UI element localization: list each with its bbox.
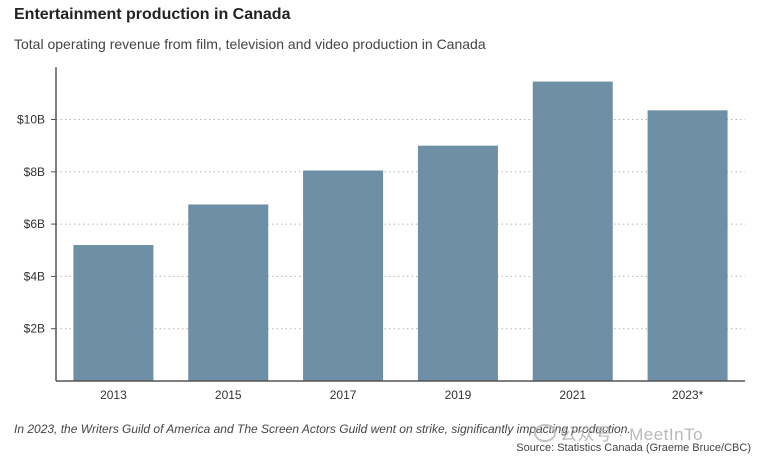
y-tick-label: $2B [24,322,45,336]
x-tick-label: 2015 [215,388,242,402]
bar-chart: $2B $4B $6B $8B $10B 2013 2015 2017 2019 2021 2023… [17,67,745,402]
x-tick-label: 2021 [559,388,586,402]
y-tick-label: $10B [17,113,45,127]
bar-2019 [417,145,498,381]
bar-2023* [647,110,728,381]
watermark-text: 公众号 · MeetInTo [560,425,704,444]
watermark: 公众号 · MeetInTo [534,420,703,445]
x-tick-label: 2019 [445,388,472,402]
chart-subtitle: Total operating revenue from film, telev… [14,36,486,52]
x-tick-label: 2013 [100,388,127,402]
y-tick-label: $8B [24,165,45,179]
bar-2021 [532,81,613,382]
chart-title: Entertainment production in Canada [14,6,291,23]
x-tick-label: 2023* [672,388,704,402]
bar-2017 [303,170,384,381]
y-tick-label: $4B [24,269,45,283]
chart-source: Source: Statistics Canada (Graeme Bruce/… [516,442,751,454]
y-tick-label: $6B [24,217,45,231]
bar-2015 [188,204,269,381]
wechat-icon [534,424,556,442]
x-tick-label: 2017 [330,388,357,402]
chart-note: In 2023, the Writers Guild of America an… [14,422,631,436]
bar-2013 [73,245,154,381]
